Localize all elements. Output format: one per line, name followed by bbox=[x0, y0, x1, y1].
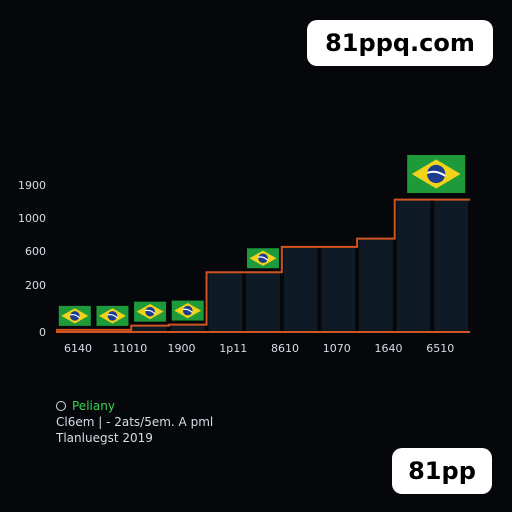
x-tick-label: 8610 bbox=[271, 342, 299, 355]
y-tick-label: 1000 bbox=[18, 212, 46, 225]
x-tick-label: 6140 bbox=[64, 342, 92, 355]
bar-8 bbox=[359, 238, 393, 332]
y-tick-label: 200 bbox=[25, 279, 46, 292]
brazil-flag-icon bbox=[407, 155, 466, 193]
y-axis-ticks: 1900 1000 600 200 0 bbox=[18, 179, 46, 339]
y-tick-label: 0 bbox=[39, 326, 46, 339]
bar-7 bbox=[321, 246, 356, 332]
y-tick-label: 1900 bbox=[18, 179, 46, 192]
brazil-flag-icon bbox=[96, 305, 129, 326]
flag-markers bbox=[58, 155, 466, 326]
x-axis-ticks: 6140 11010 1900 1p11 8610 1070 1640 6510 bbox=[64, 342, 454, 355]
bar-5 bbox=[246, 272, 280, 332]
brazil-flag-icon bbox=[247, 248, 279, 269]
x-tick-label: 1p11 bbox=[219, 342, 247, 355]
bar-2 bbox=[133, 325, 167, 332]
x-tick-label: 11010 bbox=[112, 342, 147, 355]
y-tick-label: 600 bbox=[25, 245, 46, 258]
bar-4 bbox=[208, 272, 243, 332]
x-tick-label: 1070 bbox=[323, 342, 351, 355]
legend-line-1: Cl6em | - 2ats/5em. A pml bbox=[56, 415, 214, 429]
bar-group bbox=[58, 199, 468, 332]
bar-10 bbox=[434, 199, 468, 332]
legend-series-name: Peliany bbox=[72, 399, 115, 413]
bar-0 bbox=[58, 329, 92, 332]
brazil-flag-icon bbox=[134, 301, 167, 322]
bar-9 bbox=[396, 199, 431, 332]
watermark-top: 81ppq.com bbox=[307, 20, 493, 66]
bar-6 bbox=[283, 246, 318, 332]
x-tick-label: 1640 bbox=[375, 342, 403, 355]
brazil-flag-icon bbox=[171, 300, 204, 321]
series-line bbox=[56, 198, 470, 331]
bar-1 bbox=[95, 329, 130, 332]
brazil-flag-icon bbox=[58, 305, 91, 326]
legend-marker-icon bbox=[56, 401, 66, 411]
legend: Peliany Cl6em | - 2ats/5em. A pml Tlanlu… bbox=[56, 398, 213, 446]
bar-3 bbox=[170, 324, 205, 332]
watermark-bottom: 81pp bbox=[392, 448, 492, 494]
x-tick-label: 6510 bbox=[426, 342, 454, 355]
x-tick-label: 1900 bbox=[168, 342, 196, 355]
legend-line-2: Tlanluegst 2019 bbox=[56, 431, 153, 445]
